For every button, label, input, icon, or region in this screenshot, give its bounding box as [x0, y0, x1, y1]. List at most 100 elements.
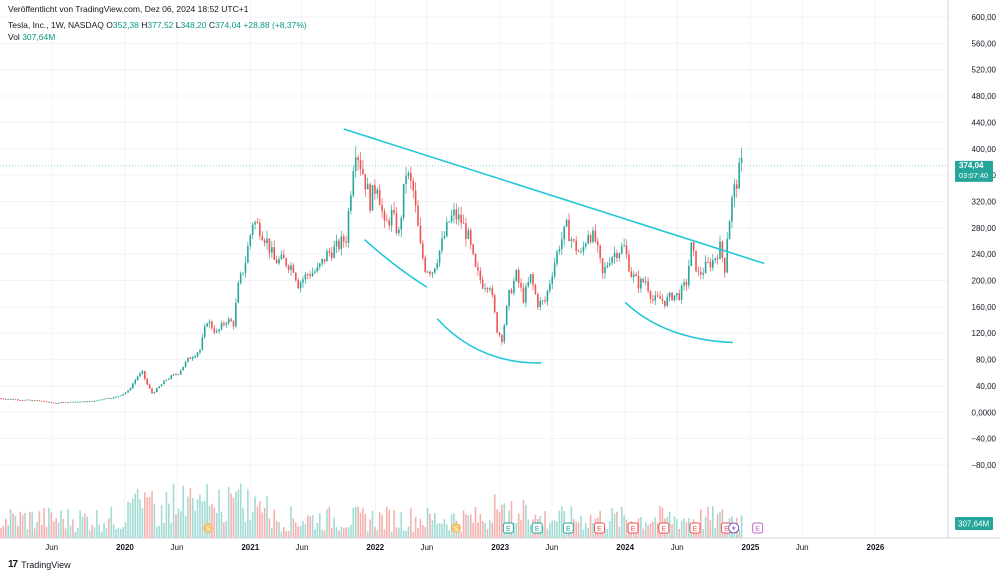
- volume-bar: [412, 531, 415, 538]
- volume-bar: [24, 513, 26, 538]
- candle-body: [48, 401, 50, 403]
- candle-body: [544, 300, 546, 302]
- trendline[interactable]: [343, 128, 765, 265]
- y-tick-label: 120,00: [972, 329, 997, 338]
- trendline[interactable]: [436, 318, 542, 364]
- volume-bar: [196, 499, 199, 538]
- candle-body: [666, 296, 669, 306]
- volume-bar: [14, 515, 17, 538]
- tradingview-brand[interactable]: 17 TradingView: [8, 559, 71, 570]
- earnings-event-label: E: [755, 526, 760, 533]
- earnings-event-icon[interactable]: [689, 522, 701, 534]
- candle-body: [359, 160, 362, 169]
- candle-body: [134, 379, 137, 384]
- split-event-icon[interactable]: [203, 523, 214, 533]
- volume-bar: [232, 497, 235, 538]
- candle-body: [115, 396, 117, 398]
- earnings-event-icon[interactable]: [752, 522, 764, 534]
- volume-bar: [263, 507, 266, 538]
- candle-body: [606, 265, 609, 268]
- earnings-event-icon[interactable]: [531, 522, 543, 534]
- candle-body: [424, 257, 427, 272]
- volume-bar: [93, 527, 96, 538]
- candle-body: [714, 258, 716, 261]
- candle-body: [93, 400, 96, 402]
- candle-body: [728, 221, 731, 240]
- volume-bar: [479, 513, 482, 538]
- volume-bar: [144, 492, 146, 538]
- candle-body: [637, 276, 640, 289]
- volume-bar: [381, 514, 383, 538]
- volume-bar: [354, 507, 357, 538]
- candle-body: [596, 241, 599, 246]
- earnings-event-icon[interactable]: [627, 522, 639, 534]
- volume-bar: [328, 506, 331, 538]
- volume-bar: [81, 516, 84, 538]
- volume-bar: [652, 521, 654, 538]
- volume-bar: [642, 528, 645, 538]
- y-tick-label: 240,00: [972, 250, 997, 259]
- candle-body: [220, 323, 223, 330]
- candle-body: [704, 261, 707, 274]
- volume-bar: [206, 484, 208, 538]
- candle-body: [678, 293, 681, 300]
- volume-bar: [556, 521, 558, 538]
- candle-body: [21, 400, 24, 402]
- candle-body: [122, 393, 125, 396]
- candle-body: [584, 243, 587, 247]
- candle-body: [215, 331, 218, 333]
- volume-bar: [67, 508, 69, 538]
- candle-body: [321, 258, 323, 264]
- volume-bar: [342, 528, 345, 538]
- earnings-event-icon[interactable]: [658, 522, 670, 534]
- volume-bar: [299, 525, 302, 538]
- candle-body: [563, 226, 566, 240]
- candle-body: [335, 240, 338, 247]
- volume-bar: [398, 527, 400, 538]
- candle-body: [160, 384, 163, 387]
- candle-body: [203, 326, 206, 338]
- candle-body: [642, 278, 645, 283]
- candle-body: [323, 258, 326, 262]
- candle-body: [148, 384, 151, 389]
- split-event-icon[interactable]: [451, 523, 462, 533]
- candle-body: [177, 374, 180, 376]
- volume-bar: [330, 527, 333, 538]
- candle-body: [36, 400, 38, 402]
- volume-bar: [297, 526, 299, 538]
- candle-body: [251, 224, 254, 236]
- trendline[interactable]: [364, 239, 428, 288]
- earnings-event-icon[interactable]: [502, 522, 514, 534]
- volume-bar: [302, 521, 304, 538]
- candle-body: [52, 402, 55, 404]
- earnings-event-icon[interactable]: [593, 522, 605, 534]
- ohlc-change: +28,88 (+8,37%): [243, 20, 307, 30]
- volume-bar: [124, 522, 127, 538]
- price-badge-value: 374,04: [959, 161, 984, 170]
- volume-bar: [683, 518, 685, 538]
- candle-body: [38, 400, 41, 402]
- candle-body: [45, 401, 48, 403]
- volume-bar: [445, 524, 448, 538]
- candle-body: [618, 253, 621, 259]
- volume-bar: [714, 528, 716, 538]
- candle-body: [43, 400, 45, 402]
- candle-body: [460, 214, 462, 224]
- candle-body: [330, 252, 333, 258]
- price-axis: 600,00560,00520,00480,00440,00400,00360,…: [971, 13, 996, 470]
- symbol-line: Tesla, Inc., 1W, NASDAQ O352,38 H377,52 …: [8, 20, 307, 30]
- volume-bar: [235, 491, 237, 538]
- candle-body: [64, 402, 67, 403]
- earnings-event-icon[interactable]: [562, 522, 574, 534]
- candle-body: [364, 174, 367, 190]
- candle-body: [469, 230, 472, 245]
- ohlc-l-label: L: [175, 20, 181, 30]
- volume-bar: [438, 523, 441, 538]
- candle-body: [407, 172, 410, 176]
- trendline[interactable]: [624, 301, 733, 344]
- symbol-name[interactable]: Tesla, Inc., 1W, NASDAQ: [8, 20, 104, 30]
- published-text: Veröffentlicht von TradingView.com, Dez …: [8, 4, 249, 14]
- candle-body: [445, 221, 448, 237]
